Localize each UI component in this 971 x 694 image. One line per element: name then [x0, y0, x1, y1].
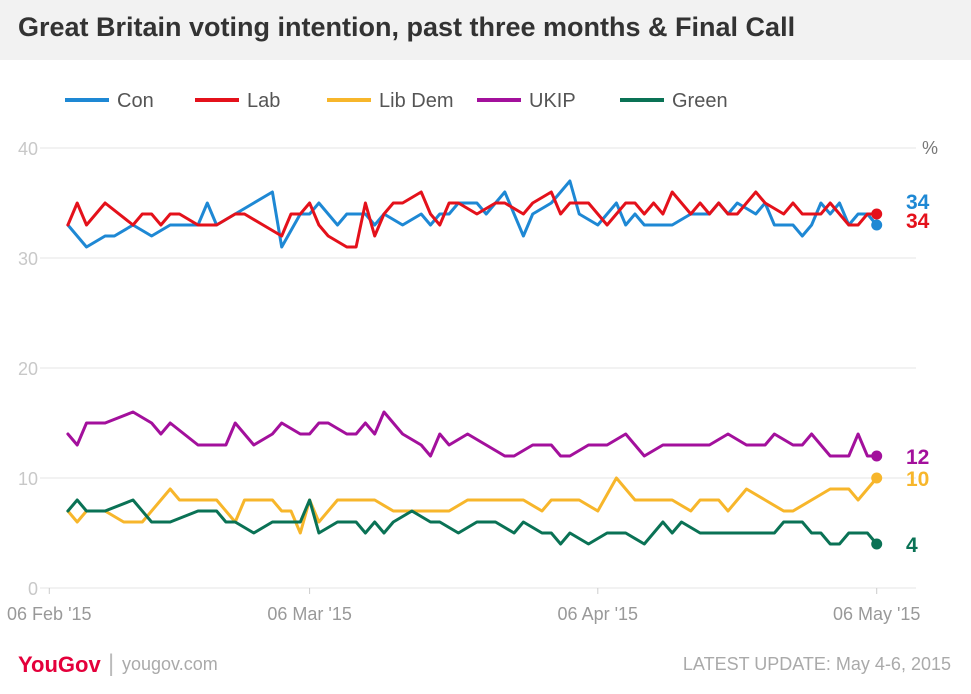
y-axis-unit-label: %	[922, 138, 938, 158]
final-value-lab: 34	[906, 210, 930, 233]
final-value-lib-dem: 10	[906, 468, 929, 491]
latest-update-text: LATEST UPDATE: May 4-6, 2015	[682, 654, 951, 674]
end-point-lib-dem	[871, 472, 883, 484]
end-point-con	[871, 219, 883, 231]
legend-swatch	[65, 97, 109, 102]
legend-label: Con	[117, 90, 154, 112]
x-tick-label: 06 Feb '15	[7, 604, 92, 624]
final-value-ukip: 12	[906, 446, 929, 469]
final-value-green: 4	[906, 534, 918, 557]
footer-site-link[interactable]: yougov.com	[122, 654, 218, 674]
series-line-lib-dem	[66, 476, 879, 535]
legend-item-con: Con	[65, 90, 154, 113]
legend-swatch	[620, 97, 664, 102]
legend-item-lab: Lab	[195, 90, 280, 113]
legend-item-green: Green	[620, 90, 728, 113]
series-line-lab	[66, 190, 879, 249]
legend-item-ukip: UKIP	[477, 90, 576, 113]
y-tick-label: 30	[18, 249, 38, 269]
end-point-ukip	[871, 450, 883, 462]
legend-item-lib-dem: Lib Dem	[327, 90, 453, 113]
x-tick-label: 06 May '15	[833, 604, 921, 624]
x-tick-label: 06 Mar '15	[267, 604, 351, 624]
series-line-green	[66, 498, 879, 546]
footer-separator: |	[108, 650, 115, 677]
series-line-ukip	[66, 410, 879, 458]
legend-label: Lib Dem	[379, 90, 454, 112]
chart-title: Great Britain voting intention, past thr…	[18, 12, 796, 42]
end-point-green	[871, 538, 883, 550]
y-tick-label: 20	[18, 359, 38, 379]
legend-swatch	[195, 97, 239, 102]
title-bar: Great Britain voting intention, past thr…	[0, 0, 971, 60]
y-tick-label: 10	[18, 469, 38, 489]
series-line-con	[66, 179, 879, 249]
legend-swatch	[477, 97, 521, 102]
legend-label: Lab	[247, 90, 281, 112]
y-tick-label: 0	[28, 579, 38, 599]
y-tick-label: 40	[18, 139, 38, 159]
end-point-lab	[871, 208, 883, 220]
yougov-logo: YouGov	[18, 652, 101, 677]
legend-swatch	[327, 97, 371, 102]
legend-label: UKIP	[529, 90, 576, 112]
final-value-con: 34	[906, 191, 930, 214]
x-tick-label: 06 Apr '15	[558, 604, 639, 624]
legend-label: Green	[672, 90, 728, 112]
